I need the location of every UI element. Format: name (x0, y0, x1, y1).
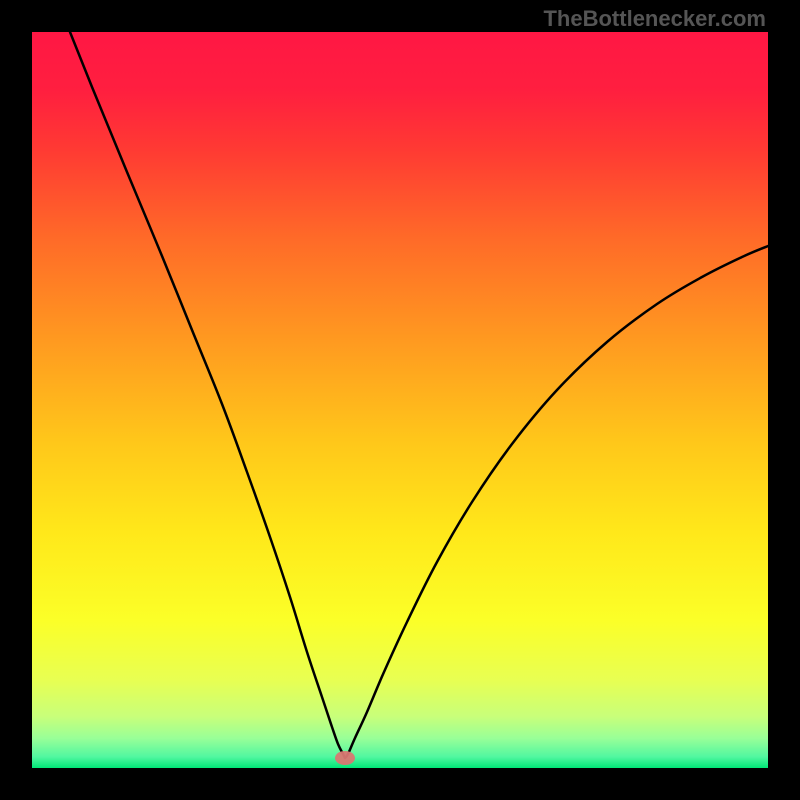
bottleneck-curve (32, 32, 768, 768)
optimal-point-marker (335, 751, 355, 765)
plot-area (32, 32, 768, 768)
chart-frame: TheBottlenecker.com (0, 0, 800, 800)
watermark-text: TheBottlenecker.com (543, 6, 766, 32)
